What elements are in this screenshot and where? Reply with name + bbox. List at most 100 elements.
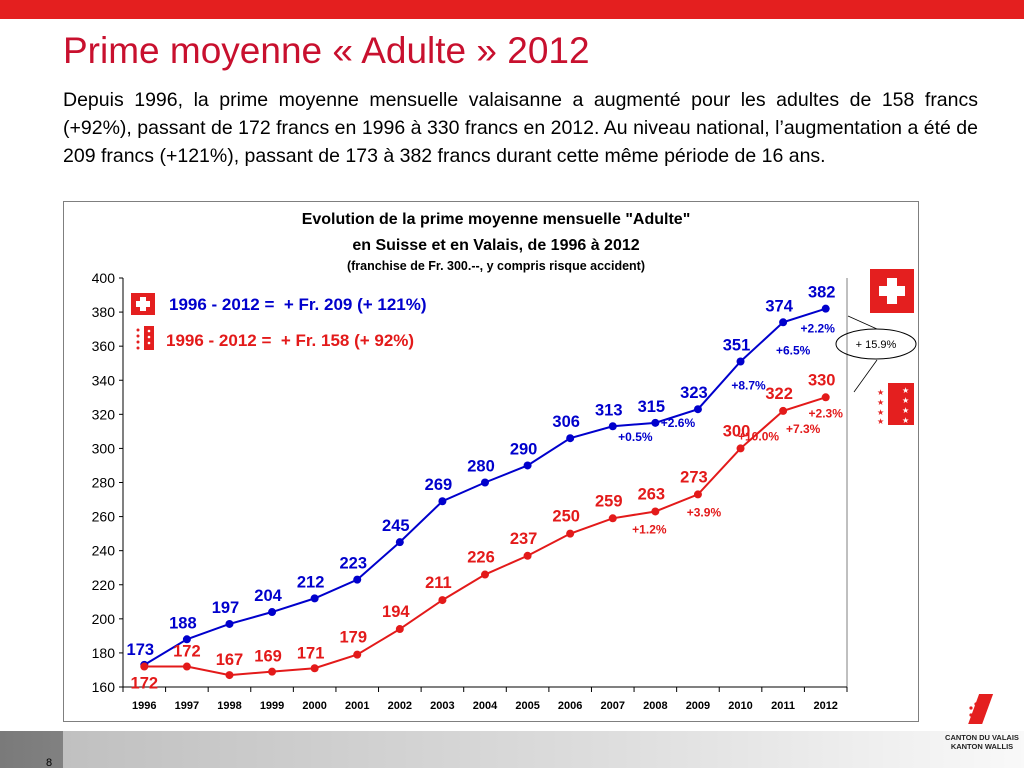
data-label: 382 <box>808 284 836 302</box>
y-tick-label: 340 <box>92 372 116 388</box>
svg-text:★: ★ <box>877 417 884 426</box>
data-label: 323 <box>680 384 708 402</box>
data-point <box>651 507 660 516</box>
x-tick-label: 2010 <box>728 700 752 712</box>
percent-annotation: +3.9% <box>687 505 722 519</box>
logo-line2: KANTON WALLIS <box>950 742 1014 751</box>
data-point <box>608 422 617 431</box>
x-tick-label: 2003 <box>430 700 454 712</box>
percent-annotation: +10.0% <box>738 429 779 443</box>
data-label: 322 <box>765 385 793 403</box>
data-point <box>779 406 788 415</box>
x-tick-label: 2007 <box>601 700 625 712</box>
data-label: 290 <box>510 440 538 458</box>
data-point <box>566 529 575 538</box>
data-point <box>268 667 277 676</box>
top-banner <box>0 0 1024 19</box>
y-tick-label: 280 <box>92 475 116 491</box>
data-label: 211 <box>425 574 452 592</box>
y-tick-label: 240 <box>92 543 116 559</box>
y-tick-label: 400 <box>92 270 116 286</box>
data-label: 173 <box>127 641 155 659</box>
data-point <box>779 318 788 327</box>
data-label: 197 <box>212 599 240 617</box>
data-label: 315 <box>638 398 666 416</box>
legend-valais-label: 1996 - 2012 = + Fr. 158 (+ 92%) <box>166 331 414 350</box>
data-label: 273 <box>680 468 708 486</box>
data-point <box>438 596 447 605</box>
data-label: 188 <box>169 614 197 632</box>
legend-swiss-label: 1996 - 2012 = + Fr. 209 (+ 121%) <box>169 295 427 314</box>
y-tick-label: 380 <box>92 304 116 320</box>
svg-text:★: ★ <box>902 396 909 405</box>
percent-annotation: +8.7% <box>731 379 766 393</box>
y-tick-label: 320 <box>92 406 116 422</box>
data-label: 237 <box>510 530 538 548</box>
premium-evolution-chart: Evolution de la prime moyenne mensuelle … <box>92 211 917 712</box>
data-label: 226 <box>467 549 495 567</box>
x-tick-label: 1997 <box>175 700 199 712</box>
legend-valais: 1996 - 2012 = + Fr. 158 (+ 92%) <box>136 326 414 350</box>
page-number: 8 <box>46 757 53 769</box>
x-tick-label: 2002 <box>388 700 412 712</box>
data-point <box>353 575 362 584</box>
x-tick-label: 1998 <box>217 700 241 712</box>
data-point <box>140 662 149 671</box>
data-point <box>523 551 532 560</box>
data-point <box>225 619 234 628</box>
svg-text:★: ★ <box>877 408 884 417</box>
data-label: 245 <box>382 517 410 535</box>
swiss-flag-icon <box>131 293 155 315</box>
x-tick-label: 2011 <box>771 700 795 712</box>
data-point <box>608 514 617 523</box>
data-point <box>310 664 319 673</box>
data-label: 212 <box>297 573 325 591</box>
data-point <box>651 418 660 427</box>
data-point <box>225 671 234 680</box>
data-label: 179 <box>339 629 367 647</box>
x-tick-label: 2012 <box>813 700 837 712</box>
svg-text:★: ★ <box>902 386 909 395</box>
data-label: 194 <box>382 603 410 621</box>
data-point <box>736 357 745 366</box>
intro-paragraph: Depuis 1996, la prime moyenne mensuelle … <box>63 89 978 167</box>
y-tick-label: 180 <box>92 645 116 661</box>
data-label: 204 <box>254 587 282 605</box>
bottom-banner <box>0 731 1024 768</box>
x-tick-label: 2008 <box>643 700 667 712</box>
chart-title-line2: en Suisse et en Valais, de 1996 à 2012 <box>352 237 639 254</box>
x-tick-label: 2000 <box>302 700 326 712</box>
data-label: 169 <box>254 648 282 666</box>
logo-line1: CANTON DU VALAIS <box>945 733 1019 742</box>
data-point <box>438 497 447 506</box>
data-point <box>821 393 830 402</box>
y-tick-label: 160 <box>92 679 116 695</box>
plot-area: 160 180 200 220 240 260 280 300 320 340 360 380 400 1… <box>92 270 848 712</box>
svg-text:★: ★ <box>877 388 884 397</box>
x-tick-label: 1999 <box>260 700 284 712</box>
chart-subtitle: (franchise de Fr. 300.--, y compris risq… <box>347 259 645 273</box>
data-label: 171 <box>297 644 325 662</box>
legend-swiss: 1996 - 2012 = + Fr. 209 (+ 121%) <box>131 293 427 315</box>
data-label: 167 <box>216 651 244 669</box>
chart-title-line1: Evolution de la prime moyenne mensuelle … <box>302 211 691 228</box>
chart-frame: Evolution de la prime moyenne mensuelle … <box>63 201 919 722</box>
data-point <box>481 478 489 487</box>
x-tick-label: 2006 <box>558 700 582 712</box>
data-label: 259 <box>595 492 623 510</box>
percent-annotation: +2.2% <box>801 322 836 336</box>
data-point <box>736 444 745 453</box>
data-point <box>395 538 404 547</box>
x-tick-label: 2005 <box>515 700 539 712</box>
data-label: 313 <box>595 401 623 419</box>
swiss-flag-large-icon <box>870 269 914 313</box>
data-point <box>523 461 532 470</box>
data-point <box>182 662 191 671</box>
percent-annotation: +6.5% <box>776 343 811 357</box>
data-label: 269 <box>425 476 453 494</box>
y-tick-label: 360 <box>92 338 116 354</box>
percent-annotation: +2.6% <box>661 416 696 430</box>
y-tick-label: 260 <box>92 509 116 525</box>
percent-annotation: +0.5% <box>618 430 653 444</box>
data-label: 351 <box>723 337 751 355</box>
